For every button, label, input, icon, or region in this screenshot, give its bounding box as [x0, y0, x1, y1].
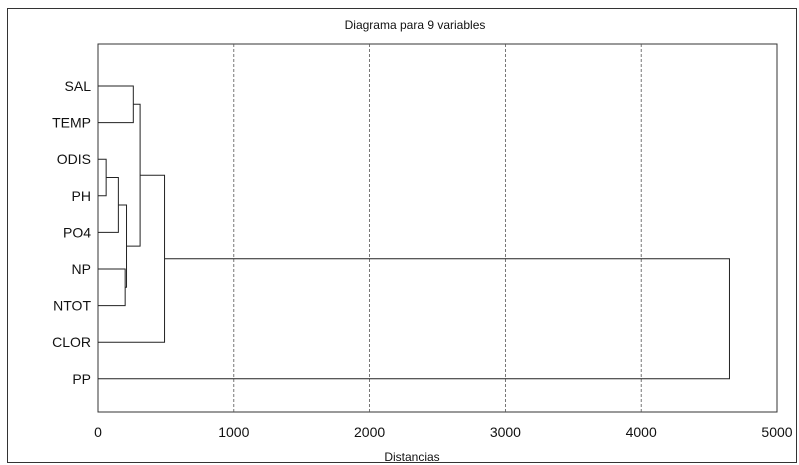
- dendrogram-branch: [98, 158, 107, 197]
- dendrogram-branch: [98, 85, 134, 124]
- leaf-label: ODIS: [57, 151, 91, 167]
- x-tick-label: 5000: [761, 424, 792, 440]
- x-tick-label: 2000: [354, 424, 385, 440]
- leaf-label: NTOT: [53, 298, 91, 314]
- leaf-label: SAL: [65, 78, 92, 94]
- leaf-label: PH: [72, 188, 91, 204]
- dendrogram-branch: [98, 268, 126, 307]
- x-axis-label: Distancias: [384, 450, 439, 464]
- leaf-label: CLOR: [52, 334, 91, 350]
- chart-frame: [7, 8, 797, 463]
- leaf-label: PP: [72, 371, 91, 387]
- x-tick-labels: 0 1000 2000 3000 4000 5000: [94, 424, 793, 440]
- dendrogram-branch: [98, 177, 119, 233]
- leaf-label: TEMP: [52, 115, 91, 131]
- x-tick-label: 3000: [490, 424, 521, 440]
- leaf-label: PO4: [63, 224, 91, 240]
- dendrogram-branches: [98, 85, 730, 380]
- dendrogram-branch: [126, 103, 141, 247]
- x-tick-label: 0: [94, 424, 102, 440]
- dendrogram-branch: [98, 258, 730, 380]
- leaf-label: NP: [72, 261, 91, 277]
- x-tick-label: 4000: [626, 424, 657, 440]
- plot-area: [97, 43, 778, 413]
- chart-title: Diagrama para 9 variables: [345, 18, 486, 32]
- leaf-labels: SAL TEMP ODIS PH PO4 NP NTOT CLOR PP: [52, 78, 91, 387]
- grid-lines: [233, 44, 642, 412]
- x-tick-label: 1000: [218, 424, 249, 440]
- dendrogram-branch: [98, 174, 166, 343]
